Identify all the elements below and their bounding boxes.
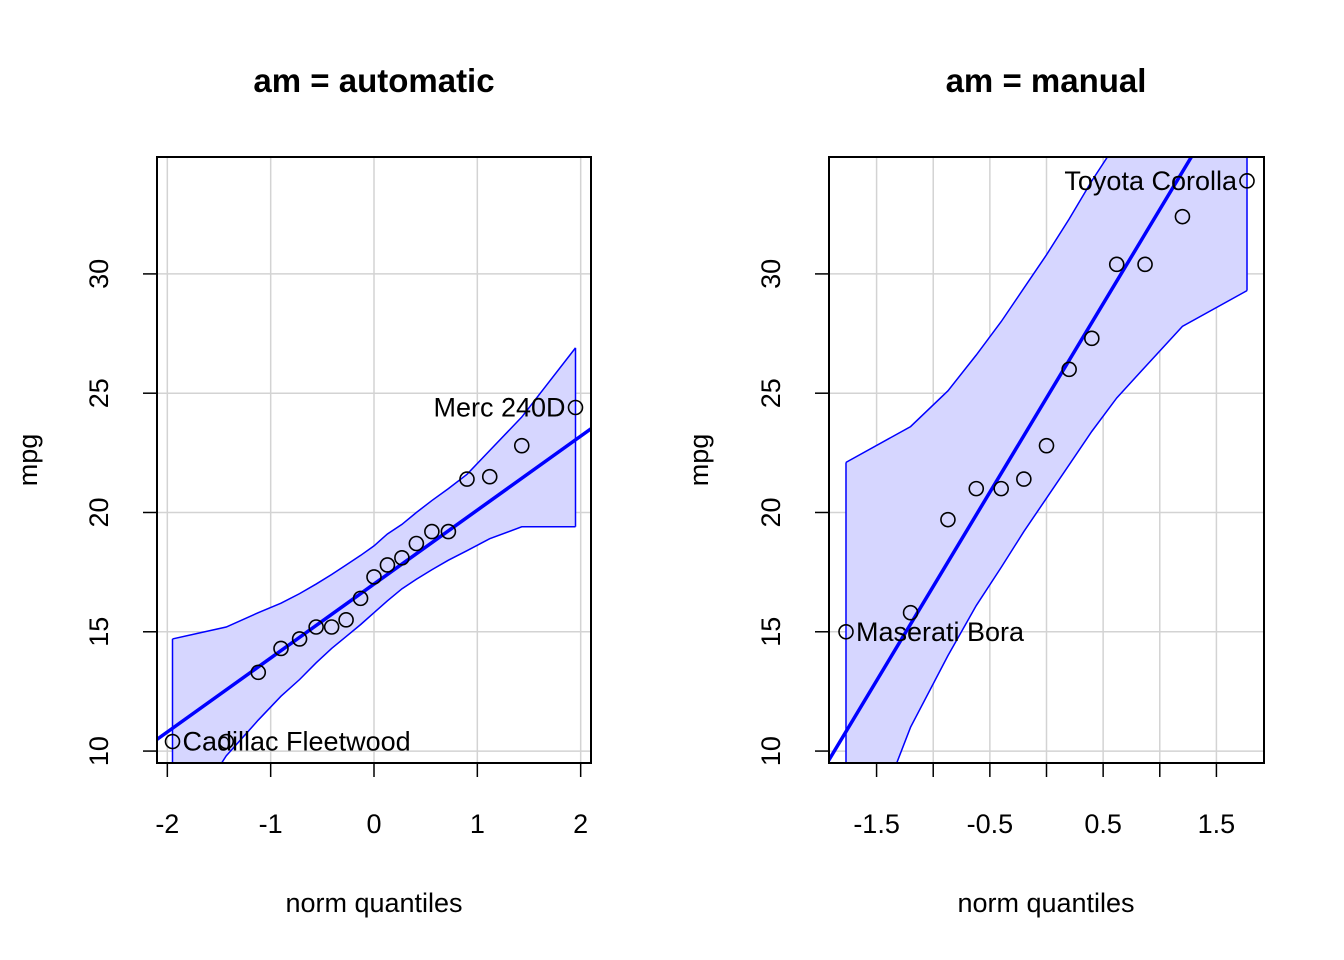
data-point: [481, 468, 498, 485]
x-tick-label: -1.5: [853, 809, 900, 839]
confidence-band-upper: [845, 157, 1109, 464]
y-tick-label: 30: [84, 259, 114, 289]
panel-automatic: Merc 240D Cadillac Fleetwood -2 -1 0 1 2 10 15 2…: [13, 62, 592, 918]
data-point: [459, 471, 475, 487]
data-point: [366, 569, 382, 585]
data-point: [838, 623, 854, 640]
y-tick-label: 10: [84, 736, 114, 766]
confidence-band-lower: [895, 289, 1248, 763]
data-point: [273, 640, 289, 657]
x-tick-label: 1.5: [1198, 809, 1236, 839]
confidence-band: [845, 157, 1248, 763]
data-point: [1016, 471, 1032, 487]
point-label: Merc 240D: [433, 393, 565, 423]
y-tick-label: 20: [84, 497, 114, 527]
y-tick-label: 20: [756, 497, 786, 527]
data-point: [993, 480, 1009, 497]
axes: -2 -1 0 1 2 10 15 20 25 30: [84, 259, 588, 839]
y-tick-label: 15: [756, 617, 786, 647]
reference-line: [829, 157, 1194, 763]
x-tick-label: -2: [155, 809, 179, 839]
data-point: [968, 480, 985, 497]
data-point: [1084, 330, 1100, 347]
axes: -1.5 -0.5 0.5 1.5 10 15 20 25 30: [756, 259, 1235, 839]
x-tick-label: 2: [573, 809, 588, 839]
data-point: [567, 399, 584, 416]
data-point: [218, 733, 235, 750]
y-axis-label: mpg: [684, 434, 714, 487]
data-point: [338, 612, 354, 628]
data-point: [323, 619, 340, 635]
data-point: [1108, 256, 1125, 273]
y-tick-label: 15: [84, 617, 114, 647]
data-point: [902, 604, 919, 621]
x-tick-label: 1: [470, 809, 485, 839]
x-axis-label: norm quantiles: [957, 888, 1134, 918]
data-point: [1239, 173, 1255, 189]
confidence-band-upper: [172, 347, 577, 640]
plot-region: Merc 240D Cadillac Fleetwood: [157, 347, 591, 763]
x-tick-label: -0.5: [967, 809, 1014, 839]
data-point: [408, 535, 425, 552]
y-tick-label: 25: [84, 378, 114, 408]
panel-manual: Toyota Corolla Maserati Bora -1.5 -0.5 0.5 1…: [684, 62, 1265, 918]
y-tick-label: 25: [756, 378, 786, 408]
chart-title: am = manual: [946, 62, 1147, 99]
point-label: Toyota Corolla: [1064, 166, 1238, 196]
y-tick-label: 30: [756, 259, 786, 289]
x-axis-label: norm quantiles: [285, 888, 462, 918]
data-point: [291, 631, 308, 647]
x-tick-label: 0: [366, 809, 381, 839]
chart-title: am = automatic: [253, 62, 494, 99]
data-point: [1174, 208, 1191, 225]
y-axis-label: mpg: [13, 434, 43, 487]
y-tick-label: 10: [756, 736, 786, 766]
data-point: [250, 664, 267, 681]
plot-region: Toyota Corolla Maserati Bora: [829, 157, 1255, 763]
data-point: [1137, 256, 1153, 273]
data-point: [379, 557, 396, 573]
data-point: [164, 733, 181, 750]
confidence-band-lower: [220, 526, 576, 763]
x-tick-label: -1: [259, 809, 283, 839]
data-point: [424, 523, 440, 540]
data-point: [1038, 437, 1055, 454]
data-point: [440, 523, 457, 540]
data-point: [1061, 361, 1077, 378]
confidence-band: [172, 347, 576, 763]
data-point: [513, 437, 530, 454]
point-label: Maserati Bora: [856, 617, 1025, 647]
point-label: Cadillac Fleetwood: [183, 727, 411, 757]
x-tick-label: 0.5: [1084, 809, 1122, 839]
data-point: [352, 590, 369, 607]
data-point: [308, 619, 324, 635]
data-point: [394, 550, 410, 566]
data-point: [940, 511, 956, 528]
